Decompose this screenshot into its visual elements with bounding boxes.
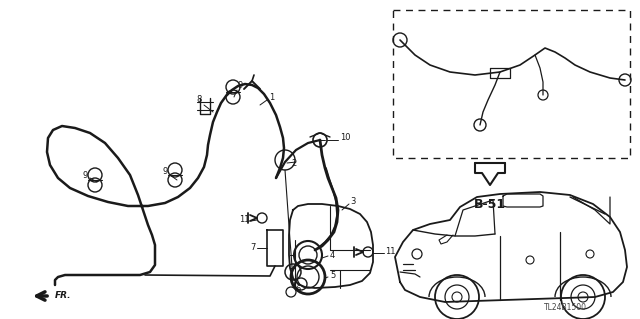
Text: 10: 10 [340, 133, 351, 143]
Text: TL24B1500: TL24B1500 [543, 303, 586, 313]
Text: FR.: FR. [55, 292, 72, 300]
Text: 11: 11 [385, 248, 396, 256]
Text: 9: 9 [83, 170, 88, 180]
Text: B-51: B-51 [474, 198, 506, 211]
Text: 2: 2 [292, 159, 297, 167]
Text: 11: 11 [239, 216, 250, 225]
Bar [393, 10, 630, 158]
Text: 8: 8 [196, 95, 202, 105]
Text: 7: 7 [251, 243, 256, 253]
Text: 1: 1 [269, 93, 275, 101]
Text: 5: 5 [330, 271, 335, 279]
Text: 6: 6 [295, 286, 301, 294]
Text: 3: 3 [350, 197, 355, 206]
Text: 4: 4 [330, 250, 335, 259]
Text: 9: 9 [238, 80, 243, 90]
Text: 9: 9 [163, 167, 168, 176]
